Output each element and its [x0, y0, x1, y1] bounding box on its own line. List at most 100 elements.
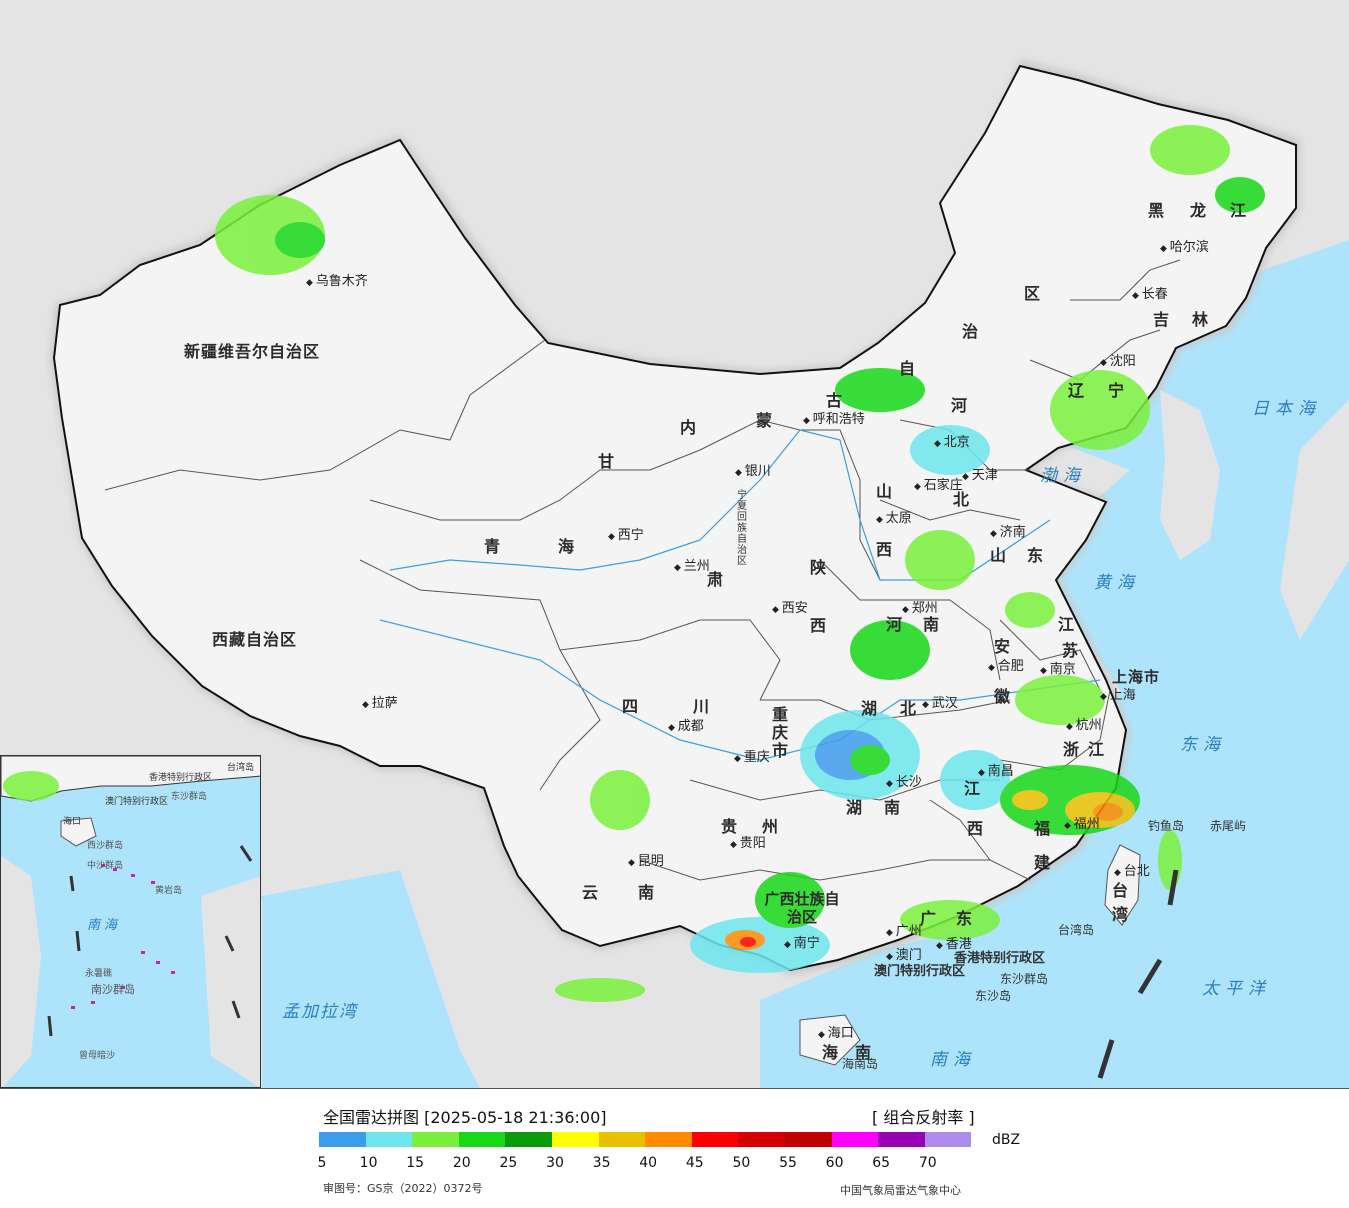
city-label-taiyuan: 太原 [876, 507, 912, 526]
city-label-fuzhou: 福州 [1064, 813, 1100, 832]
province-label-zhejiang-1: 浙 [1063, 740, 1081, 759]
island-label-chiwei: 赤尾屿 [1210, 819, 1247, 833]
city-label-hohhot: 呼和浩特 [803, 408, 865, 427]
city-label-macau: 澳门 [886, 944, 922, 963]
province-label-jiangsu-2: 苏 [1062, 641, 1080, 660]
province-label-hainan-2: 南 [855, 1043, 873, 1062]
sea-label-east-sea: 东海 [1180, 735, 1226, 755]
maritime-boundary [1097, 869, 1179, 1079]
province-label-neimeng-2: 蒙 [756, 411, 774, 430]
city-label-zhengzhou: 郑州 [902, 597, 938, 616]
ocean-bay-of-bengal [240, 870, 480, 1088]
inset-label-yongshu: 永暑礁 [85, 969, 113, 979]
province-label-jilin-2: 林 [1192, 310, 1210, 329]
city-label-harbin: 哈尔滨 [1160, 236, 1209, 255]
province-label-fujian-2: 建 [1034, 853, 1052, 872]
color-swatch [924, 1132, 972, 1147]
color-scale-tick: 40 [639, 1155, 658, 1171]
province-label-hebei-1: 河 [951, 396, 969, 415]
province-label-sichuan-1: 四 [622, 697, 640, 716]
island-label-dongsha: 东沙岛 [975, 989, 1012, 1003]
city-label-urumqi: 乌鲁木齐 [306, 270, 368, 289]
province-label-shandong-1: 山 [990, 546, 1008, 565]
color-scale-tick: 10 [359, 1155, 378, 1171]
color-scale-tick: 65 [872, 1155, 891, 1171]
color-swatch [738, 1132, 785, 1147]
province-label-gansu-1: 甘 [598, 452, 616, 471]
inset-label-xisha: 西沙群岛 [87, 841, 124, 851]
province-label-henan-1: 河 [886, 615, 904, 634]
city-label-xining: 西宁 [608, 524, 644, 543]
province-label-yunnan-2: 南 [638, 883, 656, 902]
province-label-henan-2: 南 [923, 615, 941, 634]
island-label-taiwan-island: 台湾岛 [1058, 923, 1095, 937]
city-label-changchun: 长春 [1132, 283, 1168, 302]
province-label-jiangsu-1: 江 [1058, 615, 1076, 634]
island-label-dongsha-group: 东沙群岛 [1000, 972, 1049, 986]
city-label-haikou: 海口 [818, 1022, 854, 1041]
color-swatch [551, 1132, 599, 1147]
sea-label-bay-of-bengal: 孟加拉湾 [282, 1002, 358, 1022]
city-label-lhasa: 拉萨 [362, 692, 398, 711]
province-label-guizhou-2: 州 [762, 817, 780, 836]
province-label-anhui-1: 安 [994, 637, 1012, 656]
city-label-changsha: 长沙 [886, 771, 922, 790]
province-label-ningxia: 宁夏回族自治区 [737, 490, 747, 567]
radar-map[interactable]: 新疆维吾尔自治区 西藏自治区 青 海 甘 肃 内 蒙 古 自 治 区 黑 龙 江… [0, 0, 1349, 1089]
legend-panel: 全国雷达拼图 [2025-05-18 21:36:00] [ 组合反射率 ] d… [0, 1089, 1349, 1208]
province-label-shaanxi-2: 西 [810, 616, 828, 635]
color-scale-tick: 25 [499, 1155, 518, 1171]
province-label-neimeng-5: 治 [962, 322, 980, 341]
inset-label-nansha: 南沙群岛 [91, 983, 135, 996]
province-boundaries [104, 259, 1181, 881]
sar-label-macau: 澳门特别行政区 [874, 964, 966, 979]
city-label-chengdu: 成都 [668, 715, 704, 734]
color-swatch [598, 1132, 646, 1147]
province-label-yunnan-1: 云 [582, 883, 600, 902]
province-label-shanghai: 上海市 [1112, 668, 1161, 686]
island-label-hainan-island: 海南岛 [842, 1057, 879, 1071]
province-label-qinghai-1: 青 [484, 537, 502, 556]
legend-title: 全国雷达拼图 [2025-05-18 21:36:00] [323, 1108, 607, 1127]
china-land [52, 64, 1297, 972]
province-label-xizang: 西藏自治区 [212, 630, 298, 649]
province-label-liaoning-1: 辽 [1068, 381, 1086, 400]
province-label-hubei-2: 北 [900, 699, 918, 718]
province-label-shanxi-2: 西 [876, 540, 894, 559]
province-label-hunan-2: 南 [884, 798, 902, 817]
city-label-chongqing: 重庆 [734, 746, 770, 765]
data-agency: 中国气象局雷达气象中心 [840, 1184, 961, 1197]
city-label-jinan: 济南 [990, 521, 1026, 540]
province-label-taiwan-1: 台 [1112, 881, 1130, 900]
inset-label-taiwan: 台湾岛 [227, 763, 255, 773]
color-scale-tick: 35 [592, 1155, 611, 1171]
province-label-hebei-2: 北 [953, 490, 971, 509]
inset-label-zengmu: 曾母暗沙 [79, 1051, 116, 1061]
province-label-heilongjiang-2: 龙 [1190, 201, 1208, 220]
inset-canvas [1, 756, 260, 1087]
city-label-tianjin: 天津 [962, 464, 998, 483]
island-label-diaoyu: 钓鱼岛 [1148, 819, 1185, 833]
color-swatch [784, 1132, 832, 1147]
province-label-gansu-2: 肃 [707, 570, 725, 589]
province-label-shandong-2: 东 [1027, 546, 1045, 565]
inset-label-haikou: 海口 [63, 817, 82, 827]
color-scale-tick: 45 [685, 1155, 704, 1171]
color-swatch [319, 1132, 366, 1147]
japan [1280, 400, 1349, 640]
color-swatch [878, 1132, 925, 1147]
province-label-guangdong-2: 东 [956, 909, 974, 928]
south-china-sea-inset: 南海 中沙群岛 永暑礁 南沙群岛 曾母暗沙 香港特别行政区 澳门特别行政区 东沙… [0, 755, 261, 1088]
radar-echoes [215, 125, 1265, 1002]
province-label-hubei-1: 湖 [861, 699, 879, 718]
sea-label-japan-sea: 日本海 [1252, 399, 1321, 419]
city-label-taipei: 台北 [1114, 860, 1150, 879]
sea-label-bohai: 渤海 [1040, 466, 1086, 486]
color-scale-tick: 30 [546, 1155, 564, 1171]
color-swatch [691, 1132, 739, 1147]
color-scale-tick: 55 [779, 1155, 797, 1171]
color-scale-tick: 60 [825, 1155, 844, 1171]
province-label-zhejiang-2: 江 [1088, 740, 1106, 759]
city-label-hongkong: 香港 [936, 933, 972, 952]
province-label-hainan-1: 海 [822, 1043, 840, 1062]
